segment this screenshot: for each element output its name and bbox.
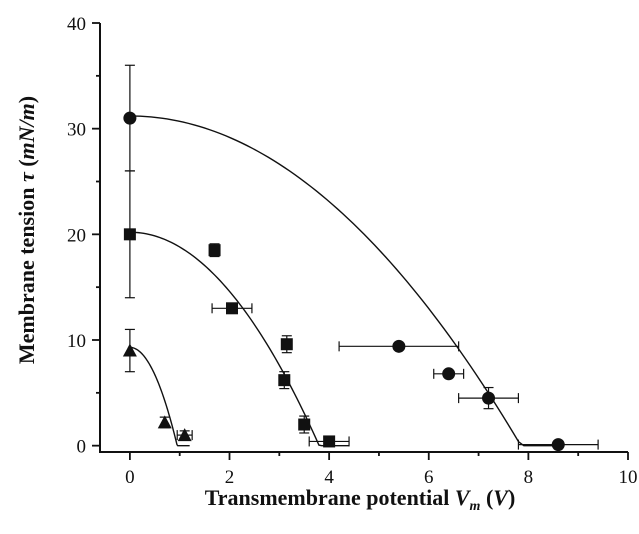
circle-marker (482, 391, 496, 405)
x-axis-unit-symbol: V (493, 485, 510, 510)
tick-labels: 0 2 4 6 8 10 0 10 20 30 40 (67, 14, 638, 488)
y-tick-label: 30 (67, 120, 86, 141)
fit-curve-triangle (129, 346, 190, 447)
y-axis-unit: mN/m (14, 103, 39, 159)
y-tick-label: 10 (67, 331, 86, 352)
x-tick-label: 6 (424, 467, 434, 488)
square-marker (278, 374, 291, 387)
x-tick-label: 8 (524, 467, 534, 488)
triangle-marker (157, 415, 172, 429)
x-axis-title-text: Transmembrane potential (205, 485, 455, 510)
square-marker (123, 228, 136, 241)
x-axis-unit: ( (480, 485, 493, 510)
x-axis-symbol: V (455, 485, 472, 510)
x-axis-title: Transmembrane potential Vm (V) (205, 485, 516, 514)
data-markers (122, 111, 565, 452)
x-tick-label: 4 (324, 467, 334, 488)
axis-ticks (92, 22, 629, 460)
circle-marker (123, 111, 137, 125)
x-axis-subscript: m (470, 499, 481, 514)
square-marker (323, 435, 336, 448)
y-tick-label: 0 (77, 437, 87, 458)
y-axis-symbol: τ (14, 171, 39, 182)
x-tick-label: 0 (125, 467, 135, 488)
square-marker (208, 244, 221, 257)
square-marker (298, 418, 311, 431)
circle-marker (442, 367, 456, 381)
circle-marker (392, 339, 406, 353)
y-tick-label: 40 (67, 14, 86, 35)
fit-curve-square (129, 231, 350, 447)
plot-area (99, 23, 628, 453)
square-marker (280, 338, 293, 351)
triangle-marker (122, 343, 137, 357)
x-tick-label: 2 (225, 467, 235, 488)
triangle-marker (177, 428, 192, 442)
circle-marker (551, 438, 565, 452)
y-axis-title: Membrane tension τ (mN/m) (14, 96, 39, 364)
y-axis-title-text: Membrane tension (14, 182, 39, 364)
axes-frame (99, 23, 628, 453)
square-marker (226, 302, 238, 315)
y-axis-unit-open: ( (14, 159, 39, 172)
x-axis-unit-close: ) (508, 485, 515, 510)
x-tick-label: 10 (619, 467, 638, 488)
y-axis-unit-close: ) (14, 96, 39, 103)
y-tick-label: 20 (67, 225, 86, 246)
